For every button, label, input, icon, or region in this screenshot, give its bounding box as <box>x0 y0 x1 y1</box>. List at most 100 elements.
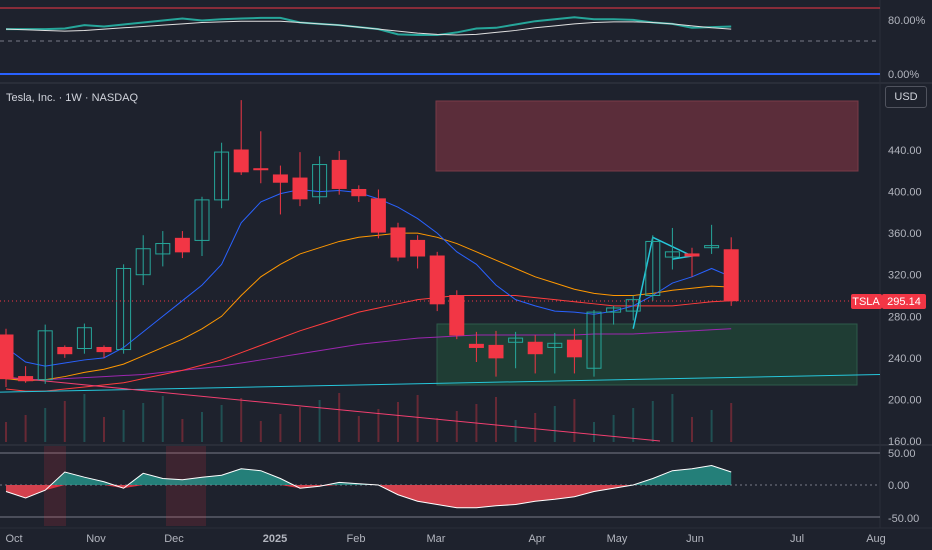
volume-bar <box>63 401 66 442</box>
candle-body[interactable] <box>253 168 269 171</box>
volume-bar <box>612 415 615 442</box>
last-price-label: 295.14 <box>887 296 921 308</box>
time-axis-tick: Nov <box>86 533 106 545</box>
candle-body[interactable] <box>312 164 328 198</box>
currency-button[interactable]: USD <box>885 86 927 108</box>
volume-bar <box>161 396 164 442</box>
candle-body[interactable] <box>155 243 171 255</box>
volume-bar <box>397 402 399 442</box>
volume-bar <box>436 418 439 442</box>
candle-body[interactable] <box>194 199 210 241</box>
volume-bar <box>24 415 27 442</box>
volume-bar <box>259 421 262 442</box>
candle-body[interactable] <box>684 253 700 257</box>
rising-trendline <box>0 373 881 393</box>
price-axis-tick: 400.00 <box>888 187 922 199</box>
stoch-axis-tick: 0.00% <box>888 69 919 81</box>
candle-body[interactable] <box>18 376 34 382</box>
time-axis-tick: Jul <box>790 533 804 545</box>
volume-bar <box>83 394 86 442</box>
volume-bar <box>691 417 693 442</box>
candle-body[interactable] <box>625 299 641 312</box>
volume-bar <box>142 403 145 442</box>
candle-body[interactable] <box>351 188 367 197</box>
candle-body[interactable] <box>214 151 230 201</box>
volume-bar <box>5 422 7 442</box>
candle-body[interactable] <box>370 198 386 233</box>
falling-trendline <box>0 376 661 442</box>
candle-body[interactable] <box>116 267 132 351</box>
chart-title: Tesla, Inc. · 1W · NASDAQ <box>6 92 138 104</box>
volume-bar <box>593 422 595 442</box>
candle-body[interactable] <box>272 174 288 183</box>
candle-body[interactable] <box>449 295 465 336</box>
volume-bar <box>416 395 419 442</box>
time-axis-tick: 2025 <box>263 533 287 545</box>
candle-body[interactable] <box>331 159 347 189</box>
ma-slow-line <box>5 328 732 381</box>
candle-body[interactable] <box>488 344 504 359</box>
candle-body[interactable] <box>76 327 92 350</box>
candle-body[interactable] <box>664 251 680 258</box>
volume-bar <box>299 407 301 442</box>
osc-axis-tick: 0.00 <box>888 480 909 492</box>
volume-bar <box>357 416 360 442</box>
time-axis-tick: Mar <box>427 533 446 545</box>
volume-bar <box>573 399 576 442</box>
volume-bar <box>377 409 380 442</box>
candle-body[interactable] <box>566 339 582 358</box>
time-axis-tick: May <box>607 533 628 545</box>
time-axis-tick: Oct <box>5 533 22 545</box>
time-axis-tick: Apr <box>528 533 545 545</box>
osc-axis-tick: 50.00 <box>888 448 916 460</box>
candle-body[interactable] <box>410 239 426 257</box>
candle-body[interactable] <box>586 311 602 369</box>
osc-line <box>5 464 732 509</box>
stoch-axis-tick: 80.00% <box>888 15 926 27</box>
candle-body[interactable] <box>547 342 563 348</box>
candle-body[interactable] <box>468 343 484 348</box>
volume-bar <box>730 403 733 442</box>
demand-zone-box[interactable] <box>436 323 858 386</box>
candle-body[interactable] <box>390 227 406 258</box>
time-axis-tick: Dec <box>164 533 184 545</box>
time-axis-tick: Feb <box>347 533 366 545</box>
volume-bar <box>632 408 635 442</box>
volume-bar <box>122 410 125 442</box>
stoch-d-line <box>5 20 732 36</box>
volume-bar <box>495 397 497 442</box>
time-axis-tick: Jun <box>686 533 704 545</box>
candle-body[interactable] <box>429 255 445 305</box>
candle-body[interactable] <box>174 237 190 253</box>
candle-body[interactable] <box>527 341 543 355</box>
volume-bar <box>514 420 517 442</box>
volume-bar <box>651 401 654 442</box>
candle-body[interactable] <box>96 346 112 353</box>
price-axis-tick: 440.00 <box>888 145 922 157</box>
volume-bar <box>534 413 537 442</box>
candle-body[interactable] <box>606 307 622 313</box>
price-axis-tick: 320.00 <box>888 270 922 282</box>
supply-zone-box[interactable] <box>435 100 859 172</box>
ma-long-line <box>5 295 732 392</box>
volume-bar <box>240 398 243 442</box>
volume-bar <box>181 419 184 442</box>
candle-body[interactable] <box>704 245 720 249</box>
candle-body[interactable] <box>645 240 661 296</box>
candle-body[interactable] <box>0 334 14 380</box>
volume-bar <box>279 414 282 442</box>
candle-body[interactable] <box>508 337 524 343</box>
candle-body[interactable] <box>135 248 151 276</box>
candle-body[interactable] <box>292 177 308 200</box>
price-axis-tick: 280.00 <box>888 311 922 323</box>
volume-bar <box>220 405 223 442</box>
volume-bar <box>318 400 321 442</box>
candle-body[interactable] <box>37 330 53 381</box>
volume-bar <box>338 393 341 442</box>
candle-body[interactable] <box>57 346 73 355</box>
price-axis-tick: 160.00 <box>888 436 922 448</box>
osc-highlight <box>166 446 206 526</box>
candle-body[interactable] <box>723 249 739 302</box>
candle-body[interactable] <box>233 149 249 173</box>
